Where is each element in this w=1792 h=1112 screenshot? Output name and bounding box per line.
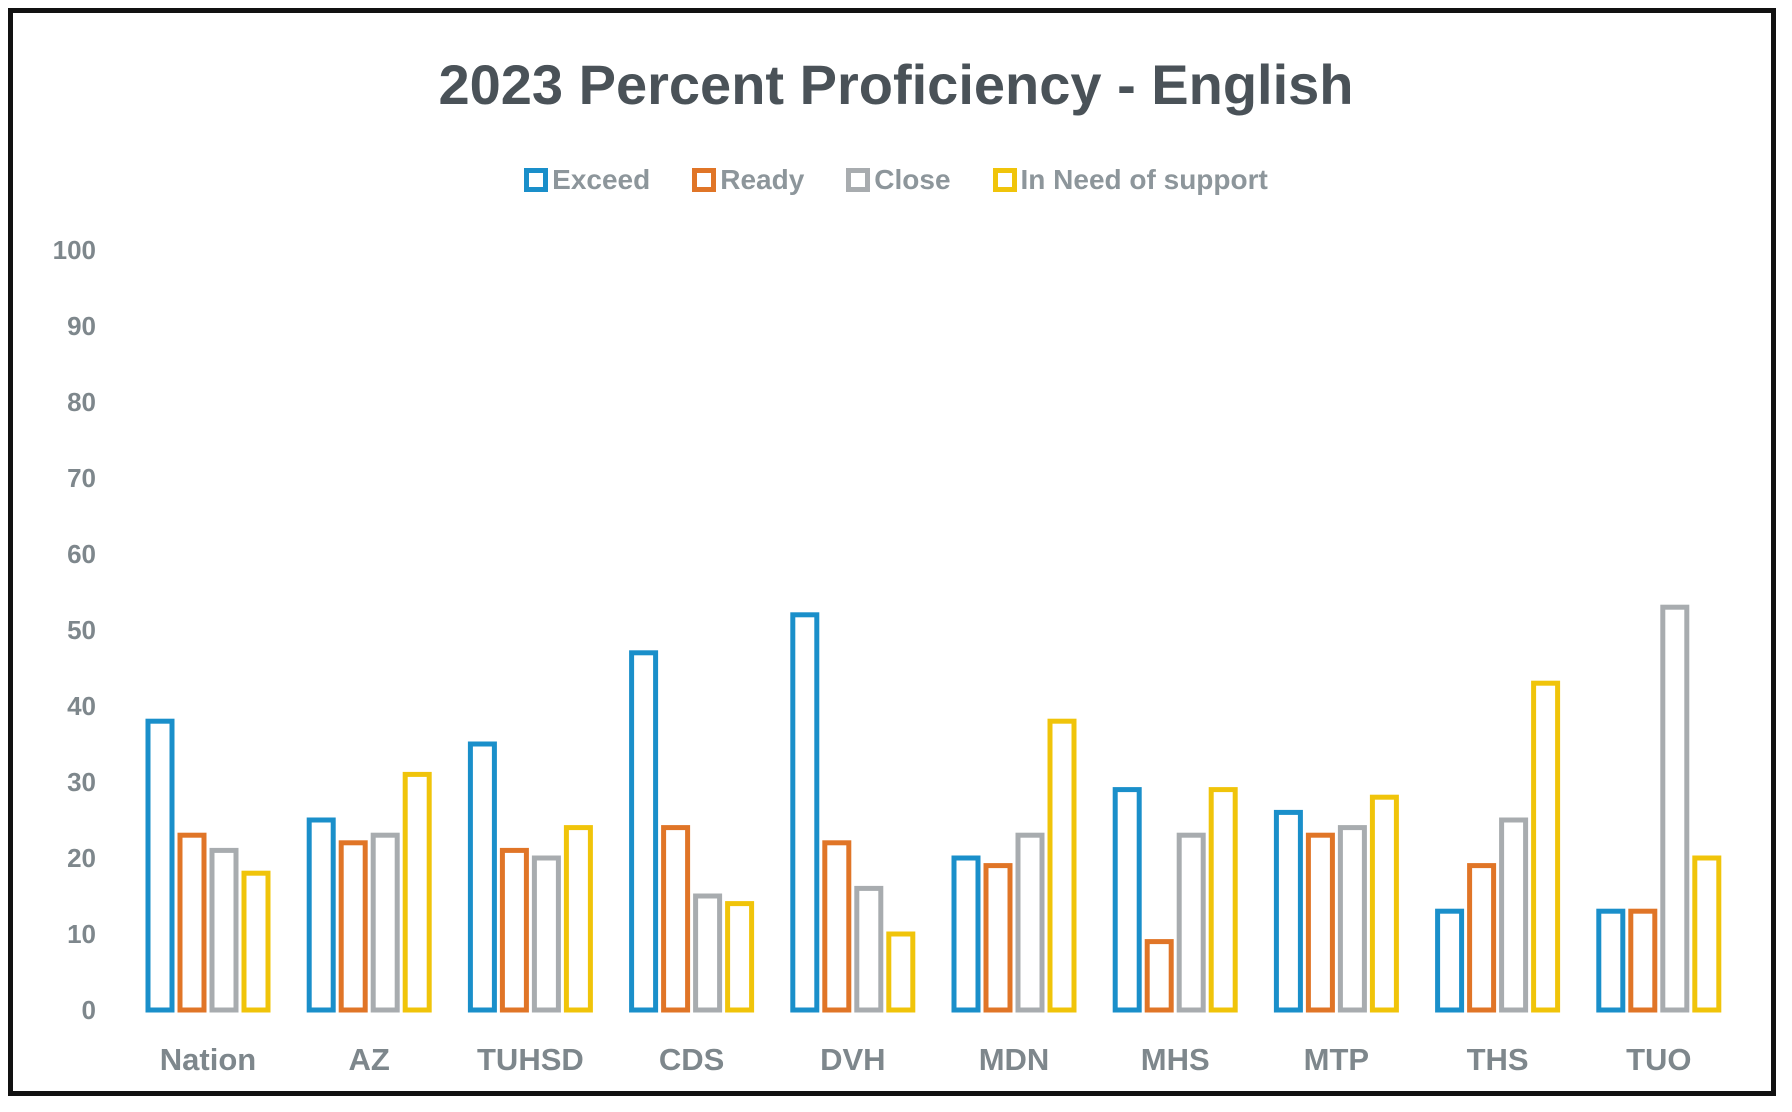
- x-tick-label-1: AZ: [349, 1042, 390, 1077]
- bar-mhs-exceed: [1112, 787, 1142, 1013]
- bar-tuo-ready: [1628, 908, 1658, 1013]
- bar-mdn-ready: [983, 863, 1013, 1013]
- legend-item-3: In Need of support: [992, 164, 1268, 196]
- y-tick-label-1: 10: [67, 919, 96, 949]
- bar-nation-ready: [177, 832, 207, 1013]
- y-tick-label-7: 70: [67, 463, 96, 493]
- bar-cds-ready: [661, 825, 691, 1013]
- y-tick-label-6: 60: [67, 539, 96, 569]
- legend-item-0: Exceed: [524, 164, 650, 196]
- bar-az-close: [370, 832, 400, 1013]
- bar-dvh-in-need-of-support: [886, 931, 916, 1013]
- x-tick-label-4: DVH: [820, 1042, 885, 1077]
- bar-mhs-ready: [1144, 939, 1174, 1013]
- bar-tuhsd-in-need-of-support: [563, 825, 593, 1013]
- y-tick-label-3: 30: [67, 767, 96, 797]
- y-tick-label-4: 40: [67, 691, 96, 721]
- legend-label-3: In Need of support: [1020, 164, 1268, 195]
- y-tick-label-10: 100: [53, 235, 96, 265]
- bar-ths-close: [1499, 817, 1529, 1013]
- bar-mtp-close: [1337, 825, 1367, 1013]
- legend-label-0: Exceed: [552, 164, 651, 195]
- bar-cds-in-need-of-support: [725, 901, 755, 1013]
- bar-dvh-exceed: [790, 612, 820, 1013]
- bar-tuhsd-ready: [499, 847, 529, 1013]
- bar-cds-exceed: [629, 650, 659, 1013]
- bar-tuo-close: [1660, 604, 1690, 1013]
- legend-label-2: Close: [874, 164, 951, 195]
- legend-item-2: Close: [846, 164, 951, 196]
- bar-nation-close: [209, 847, 239, 1013]
- bar-az-ready: [338, 840, 368, 1013]
- y-tick-label-8: 80: [67, 387, 96, 417]
- x-tick-label-3: CDS: [659, 1042, 724, 1077]
- x-tick-label-5: MDN: [979, 1042, 1050, 1077]
- y-tick-label-9: 90: [67, 311, 96, 341]
- bar-tuhsd-close: [531, 855, 561, 1013]
- y-tick-label-5: 50: [67, 615, 96, 645]
- x-tick-label-2: TUHSD: [477, 1042, 584, 1077]
- legend-label-1: Ready: [720, 164, 805, 195]
- bar-mhs-close: [1176, 832, 1206, 1013]
- y-tick-label-2: 20: [67, 843, 96, 873]
- bar-mdn-exceed: [951, 855, 981, 1013]
- legend-item-1: Ready: [692, 164, 804, 196]
- bar-tuo-in-need-of-support: [1692, 855, 1722, 1013]
- bar-ths-ready: [1467, 863, 1497, 1013]
- bar-ths-exceed: [1435, 908, 1465, 1013]
- bar-tuhsd-exceed: [467, 741, 497, 1013]
- x-tick-label-9: TUO: [1626, 1042, 1691, 1077]
- bar-nation-in-need-of-support: [241, 870, 271, 1013]
- bar-cds-close: [693, 893, 723, 1013]
- bar-dvh-close: [854, 885, 884, 1013]
- bar-mtp-in-need-of-support: [1369, 794, 1399, 1013]
- x-tick-label-8: THS: [1467, 1042, 1529, 1077]
- bar-mdn-close: [1015, 832, 1045, 1013]
- bar-mdn-in-need-of-support: [1047, 718, 1077, 1013]
- bar-nation-exceed: [145, 718, 175, 1013]
- bar-az-exceed: [306, 817, 336, 1013]
- bar-mhs-in-need-of-support: [1208, 787, 1238, 1013]
- x-tick-label-7: MTP: [1304, 1042, 1369, 1077]
- chart-title: 2023 Percent Proficiency - English: [438, 53, 1354, 116]
- bar-mtp-exceed: [1273, 809, 1303, 1013]
- bar-az-in-need-of-support: [402, 771, 432, 1013]
- bar-mtp-ready: [1305, 832, 1335, 1013]
- legend-swatch-2: [846, 168, 871, 192]
- legend-swatch-3: [992, 168, 1017, 192]
- chart-legend: Exceed Ready Close In Need of support: [0, 164, 1792, 196]
- legend-swatch-1: [692, 168, 717, 192]
- legend-swatch-0: [524, 168, 549, 192]
- bar-tuo-exceed: [1596, 908, 1626, 1013]
- x-tick-label-0: Nation: [160, 1042, 256, 1077]
- y-tick-label-0: 0: [82, 995, 96, 1025]
- x-tick-label-6: MHS: [1141, 1042, 1210, 1077]
- bar-dvh-ready: [822, 840, 852, 1013]
- bar-ths-in-need-of-support: [1531, 680, 1561, 1013]
